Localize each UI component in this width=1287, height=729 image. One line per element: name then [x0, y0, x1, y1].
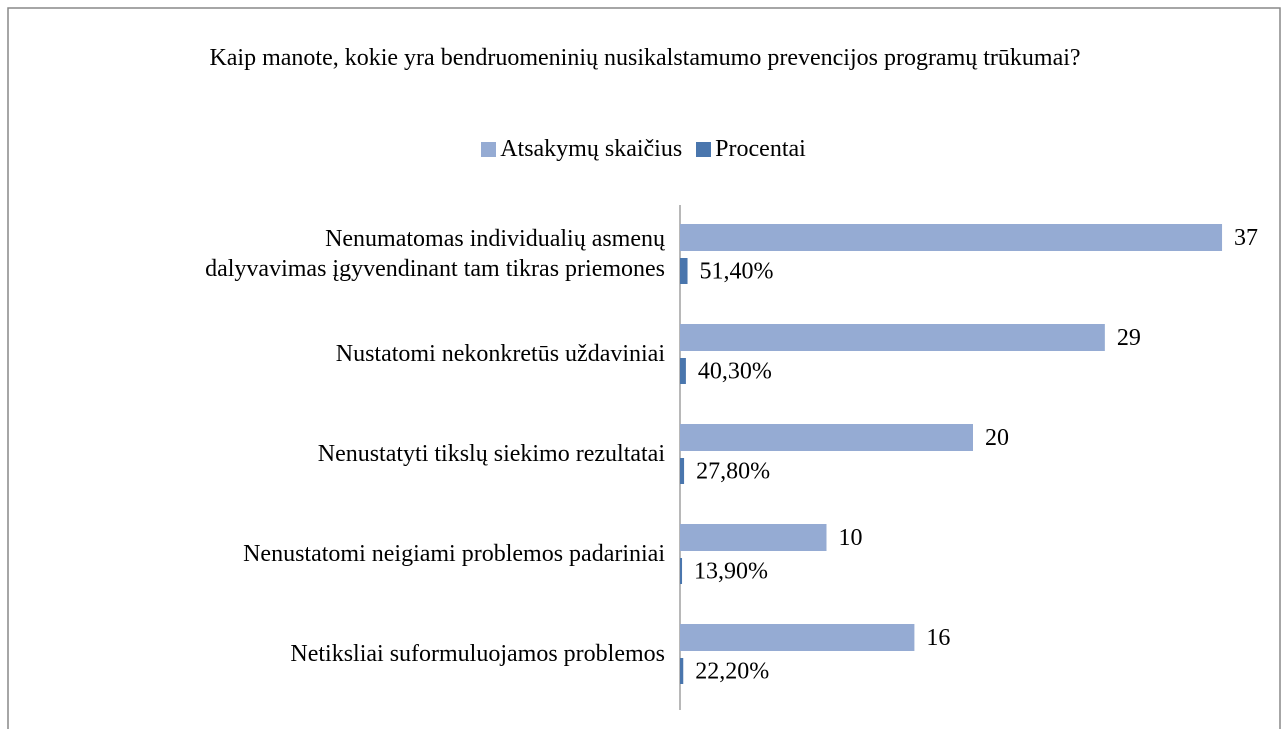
legend-swatch	[481, 142, 497, 157]
data-label: 27,80%	[696, 459, 770, 485]
chart-frame	[7, 7, 1281, 729]
legend-swatch	[696, 142, 712, 157]
data-label: 16	[926, 625, 950, 651]
chart-title: Kaip manote, kokie yra bendruomeninių nu…	[209, 45, 1081, 71]
bar	[680, 458, 685, 484]
data-label: 10	[839, 525, 863, 551]
legend-label: Atsakymų skaičius	[500, 136, 683, 162]
bar	[680, 658, 684, 684]
category-label: Nenustatomi neigiami problemos padarinia…	[243, 541, 665, 567]
legend-item: Atsakymų skaičius	[481, 136, 682, 163]
data-label: 20	[985, 425, 1009, 451]
data-label: 13,90%	[694, 559, 768, 585]
bar	[680, 324, 1105, 351]
data-label: 22,20%	[695, 659, 769, 685]
bar	[680, 224, 1223, 251]
data-label: 37	[1234, 225, 1258, 251]
legend-item: Procentai	[696, 136, 806, 163]
data-label: 29	[1117, 325, 1141, 351]
category-label: Netiksliai suformuluojamos problemos	[290, 641, 665, 667]
legend-label: Procentai	[715, 136, 806, 162]
bar	[680, 558, 683, 584]
bar	[680, 424, 973, 451]
category-label: Nustatomi nekonkretūs uždaviniai	[335, 341, 665, 367]
category-label: Nenustatyti tikslų siekimo rezultatai	[317, 441, 665, 467]
legend: Atsakymų skaičius Procentai	[0, 136, 1287, 163]
category-label: Nenumatomas individualių asmenų dalyvavi…	[205, 226, 665, 282]
bar	[680, 524, 827, 551]
bar	[680, 358, 686, 384]
data-label: 40,30%	[698, 359, 772, 385]
bar	[680, 624, 915, 651]
data-label: 51,40%	[700, 259, 774, 285]
bar	[680, 258, 688, 284]
